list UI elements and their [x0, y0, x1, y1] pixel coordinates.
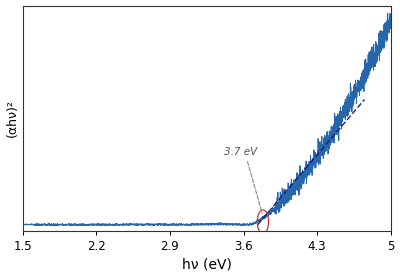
X-axis label: hν (eV): hν (eV): [182, 257, 232, 271]
Y-axis label: (αhν)²: (αhν)²: [6, 99, 18, 137]
Text: 3.7 eV: 3.7 eV: [224, 147, 257, 157]
